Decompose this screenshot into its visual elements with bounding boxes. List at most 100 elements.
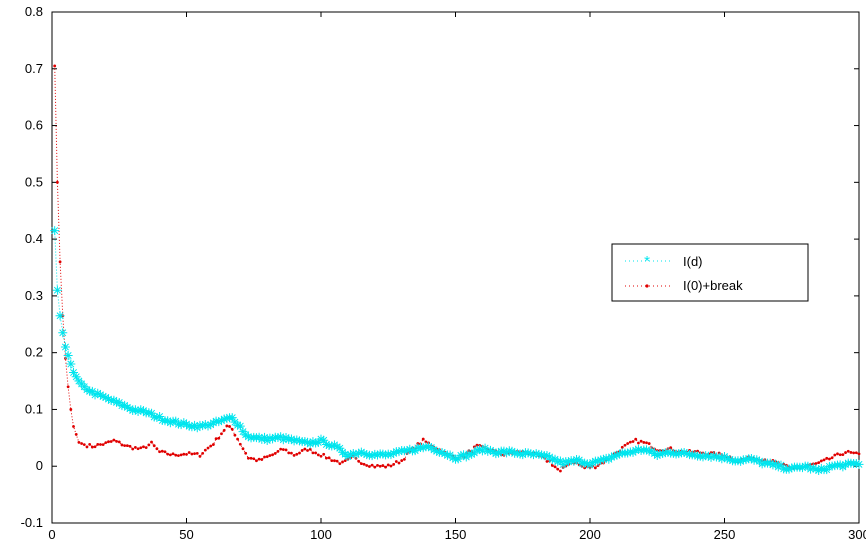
data-point <box>177 454 180 457</box>
data-point <box>69 408 72 411</box>
data-point <box>86 446 89 449</box>
data-point <box>59 260 62 263</box>
legend: * I(d) I(0)+break <box>612 244 808 301</box>
data-point <box>831 456 834 459</box>
data-point <box>66 360 75 369</box>
data-point <box>333 459 336 462</box>
legend-marker-i-d: * <box>644 253 650 270</box>
data-point <box>328 456 331 459</box>
data-point <box>252 457 255 460</box>
data-point <box>376 464 379 467</box>
data-point <box>338 462 341 465</box>
data-point <box>841 453 844 456</box>
data-point <box>559 470 562 473</box>
data-point <box>220 432 223 435</box>
data-point <box>648 442 651 445</box>
data-point <box>150 441 153 444</box>
data-point <box>193 452 196 455</box>
y-tick-label: 0 <box>36 458 43 473</box>
data-point <box>387 464 390 467</box>
data-point <box>166 453 169 456</box>
data-point <box>384 466 387 469</box>
data-point <box>242 447 245 450</box>
data-point <box>373 466 376 469</box>
data-point <box>110 440 113 443</box>
y-tick-label: 0.7 <box>25 61 43 76</box>
data-point <box>317 454 320 457</box>
data-point <box>422 438 425 441</box>
x-tick-label: 300 <box>848 527 866 542</box>
data-point <box>207 447 210 450</box>
x-tick-label: 100 <box>310 527 332 542</box>
data-point <box>67 385 70 388</box>
data-point <box>102 443 105 446</box>
data-point <box>58 328 67 337</box>
data-point <box>147 443 150 446</box>
data-point <box>196 452 199 455</box>
data-point <box>123 444 126 447</box>
data-point <box>850 451 853 454</box>
data-point <box>621 446 624 449</box>
data-point <box>551 464 554 467</box>
y-tick-label: 0.5 <box>25 174 43 189</box>
x-tick-label: 50 <box>179 527 193 542</box>
data-point <box>169 453 172 456</box>
data-point <box>156 447 159 450</box>
data-point <box>626 442 629 445</box>
data-point <box>303 448 306 451</box>
x-tick-label: 250 <box>714 527 736 542</box>
data-point <box>833 454 836 457</box>
legend-label-i0-break: I(0)+break <box>683 278 743 293</box>
data-point <box>398 462 401 465</box>
data-point <box>107 440 110 443</box>
data-point <box>234 434 237 437</box>
data-point <box>290 452 293 455</box>
data-point <box>325 457 328 460</box>
data-point <box>185 453 188 456</box>
data-point <box>80 442 83 445</box>
data-point <box>96 443 99 446</box>
data-point <box>357 460 360 463</box>
data-point <box>250 457 253 460</box>
data-point <box>839 453 842 456</box>
data-point <box>255 459 258 462</box>
data-point <box>642 441 645 444</box>
data-point <box>825 457 828 460</box>
data-point <box>129 445 132 448</box>
data-point <box>247 457 250 460</box>
data-point <box>91 446 94 449</box>
data-point <box>158 450 161 453</box>
data-point <box>94 445 97 448</box>
data-point <box>828 458 831 461</box>
data-point <box>258 458 261 461</box>
y-tick-label: 0.2 <box>25 345 43 360</box>
data-point <box>225 425 228 428</box>
data-point <box>64 351 73 360</box>
data-point <box>852 452 855 455</box>
y-tick-label: 0.3 <box>25 288 43 303</box>
data-point <box>115 440 118 443</box>
data-point <box>341 461 344 464</box>
y-tick-label: -0.1 <box>21 515 43 530</box>
data-point <box>263 456 266 459</box>
data-point <box>53 65 56 68</box>
data-point <box>381 464 384 467</box>
data-point <box>83 443 86 446</box>
data-point <box>277 450 280 453</box>
data-point <box>836 452 839 455</box>
legend-marker-i0-break <box>645 284 648 287</box>
data-point <box>239 443 242 446</box>
data-point <box>279 448 282 451</box>
data-point <box>118 440 121 443</box>
data-point <box>645 441 648 444</box>
data-point <box>295 453 298 456</box>
y-tick-label: 0.4 <box>25 231 43 246</box>
data-point <box>145 446 148 449</box>
data-point <box>164 450 167 453</box>
data-point <box>126 444 129 447</box>
data-point <box>215 437 218 440</box>
data-point <box>363 463 366 466</box>
data-point <box>371 464 374 467</box>
data-point <box>314 452 317 455</box>
